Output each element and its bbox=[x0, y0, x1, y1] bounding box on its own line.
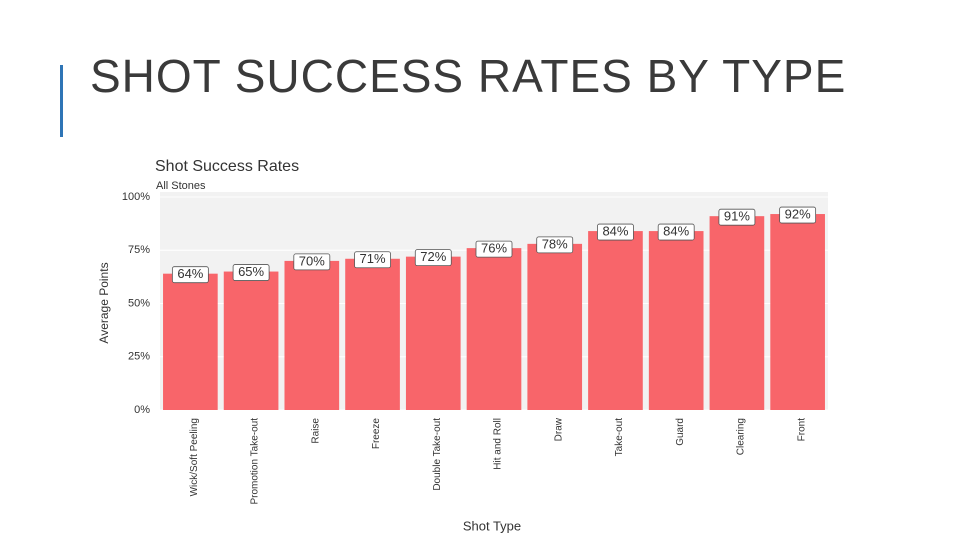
bar bbox=[466, 248, 522, 410]
label-box bbox=[779, 206, 817, 224]
slide-title: SHOT SUCCESS RATES BY TYPE bbox=[90, 50, 847, 102]
value-label: 70% bbox=[299, 253, 325, 268]
chart-subtitle: All Stones bbox=[156, 180, 206, 192]
value-label: 72% bbox=[420, 249, 446, 264]
accent-bar bbox=[60, 65, 63, 137]
x-axis-label: Shot Type bbox=[463, 518, 521, 533]
y-tick-label: 75% bbox=[128, 244, 150, 256]
bar bbox=[527, 243, 583, 410]
x-tick-label: Front bbox=[796, 418, 807, 442]
x-tick-label: Raise bbox=[310, 418, 321, 444]
x-tick-label: Draw bbox=[553, 417, 564, 441]
value-label: 64% bbox=[177, 266, 203, 281]
value-label: 91% bbox=[724, 209, 750, 224]
chart-title: Shot Success Rates bbox=[155, 158, 299, 175]
y-tick-label: 25% bbox=[128, 351, 150, 363]
x-tick-label: Wick/Soft Peeling bbox=[189, 418, 200, 496]
bar bbox=[223, 271, 279, 410]
bar bbox=[163, 273, 218, 410]
bar bbox=[770, 214, 825, 410]
label-box bbox=[657, 223, 695, 241]
value-label: 71% bbox=[360, 251, 386, 266]
x-tick-label: Freeze bbox=[371, 418, 382, 450]
x-tick-label: Double Take-out bbox=[432, 418, 443, 491]
x-tick-label: Hit and Roll bbox=[493, 418, 504, 470]
label-box bbox=[232, 264, 270, 281]
bar bbox=[588, 231, 643, 410]
value-label: 92% bbox=[785, 206, 811, 221]
label-box bbox=[171, 266, 209, 284]
label-box bbox=[293, 253, 331, 271]
value-label: 84% bbox=[602, 224, 628, 239]
bar bbox=[709, 216, 765, 410]
label-box bbox=[536, 236, 574, 254]
label-box bbox=[597, 223, 634, 241]
x-tick-label: Clearing bbox=[736, 418, 747, 455]
value-label: 76% bbox=[481, 241, 507, 256]
y-tick-label: 100% bbox=[122, 191, 150, 203]
value-label: 65% bbox=[238, 264, 264, 279]
y-axis-label: Average Points bbox=[97, 262, 111, 343]
x-tick-label: Take-out bbox=[614, 418, 625, 457]
x-tick-label: Promotion Take-out bbox=[250, 418, 261, 505]
y-tick-label: 50% bbox=[128, 297, 150, 309]
label-box bbox=[475, 240, 513, 258]
value-label: 78% bbox=[542, 236, 568, 251]
label-box bbox=[354, 251, 391, 269]
value-label: 84% bbox=[663, 224, 689, 239]
label-box bbox=[718, 208, 756, 226]
bar bbox=[284, 260, 340, 410]
bar bbox=[405, 256, 461, 410]
bar bbox=[648, 231, 704, 410]
bar bbox=[345, 258, 400, 410]
x-tick-label: Guard bbox=[675, 418, 686, 446]
y-tick-label: 0% bbox=[134, 404, 150, 416]
label-box bbox=[414, 249, 452, 267]
